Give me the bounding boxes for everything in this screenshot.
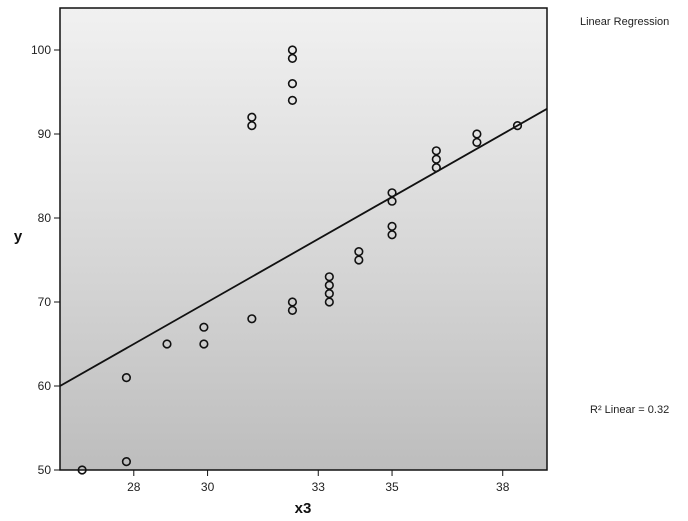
y-tick-label: 100 <box>31 43 51 57</box>
data-point <box>387 188 397 198</box>
y-axis: 50 60 70 80 90 100 <box>31 43 60 477</box>
data-point <box>199 322 209 332</box>
plot-area <box>59 7 548 471</box>
points-layer <box>77 45 523 475</box>
data-point <box>121 457 132 467</box>
data-point <box>387 221 397 231</box>
data-point <box>287 305 298 316</box>
data-point <box>287 95 298 105</box>
data-point <box>324 272 334 282</box>
r2-label: R² Linear = 0.32 <box>590 404 669 416</box>
y-tick-label: 80 <box>38 211 52 225</box>
data-point <box>324 280 334 290</box>
data-point <box>287 297 298 307</box>
data-point <box>247 314 257 324</box>
y-tick-label: 70 <box>38 295 52 309</box>
y-axis-title: y <box>14 228 23 245</box>
data-point <box>247 112 257 122</box>
fit-line-layer <box>59 108 548 387</box>
data-point <box>387 230 397 240</box>
x-axis-title: x3 <box>295 500 312 517</box>
legend-title: Linear Regression <box>580 16 669 28</box>
x-tick-label: 38 <box>496 480 510 494</box>
data-point <box>354 247 364 257</box>
data-point <box>512 120 523 131</box>
data-point <box>324 289 334 299</box>
x-tick-label: 30 <box>201 480 215 494</box>
data-point <box>354 255 364 265</box>
y-tick-label: 50 <box>38 463 52 477</box>
data-point <box>472 129 482 139</box>
data-point <box>247 120 257 131</box>
y-tick-label: 90 <box>38 127 52 141</box>
regression-line <box>59 108 548 387</box>
x-tick-label: 33 <box>312 480 326 494</box>
x-axis: 28 30 33 35 38 <box>127 470 510 494</box>
data-point <box>199 339 209 349</box>
data-point <box>324 297 334 307</box>
data-point <box>121 373 132 383</box>
data-point <box>431 163 441 173</box>
x-tick-label: 28 <box>127 480 141 494</box>
data-point <box>287 78 298 89</box>
data-point <box>431 146 441 156</box>
data-point <box>287 45 298 55</box>
data-point <box>77 465 87 475</box>
data-point <box>162 339 172 349</box>
data-point <box>287 53 298 64</box>
y-tick-label: 60 <box>38 379 52 393</box>
x-tick-label: 35 <box>385 480 399 494</box>
